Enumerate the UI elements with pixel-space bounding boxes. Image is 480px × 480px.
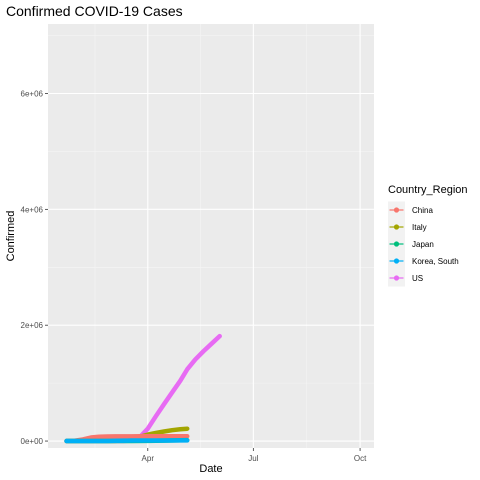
legend-items: China Italy Japan Korea, South US bbox=[388, 201, 459, 287]
series-line-korea-south bbox=[64, 438, 190, 444]
legend-key-point bbox=[393, 224, 400, 230]
legend: Country_Region China Italy Japan Korea, Sou… bbox=[388, 184, 468, 287]
legend-key-point bbox=[393, 241, 400, 247]
legend-item: Italy bbox=[388, 218, 427, 236]
legend-key-point bbox=[393, 207, 400, 213]
legend-label: US bbox=[412, 274, 423, 283]
legend-item: Korea, South bbox=[388, 252, 459, 270]
legend-title: Country_Region bbox=[388, 184, 468, 196]
series-line-china bbox=[64, 433, 190, 444]
y-tick-label: 2e+06 bbox=[21, 321, 44, 330]
x-axis-ticks: Apr Jul Oct bbox=[142, 448, 367, 463]
legend-key-point bbox=[393, 275, 400, 281]
legend-label: Korea, South bbox=[412, 257, 459, 266]
legend-item: China bbox=[388, 201, 433, 219]
legend-key-point bbox=[393, 258, 400, 264]
y-tick-label: 4e+06 bbox=[21, 205, 44, 214]
chart-title: Confirmed COVID-19 Cases bbox=[6, 3, 183, 19]
x-tick-label: Oct bbox=[354, 454, 367, 463]
x-tick-label: Jul bbox=[248, 454, 258, 463]
gridlines bbox=[48, 24, 374, 448]
legend-label: China bbox=[412, 206, 433, 215]
legend-item: US bbox=[388, 269, 423, 287]
legend-item: Japan bbox=[388, 235, 434, 253]
y-axis-ticks: 0e+00 2e+06 4e+06 6e+06 bbox=[21, 90, 48, 446]
legend-label: Italy bbox=[412, 223, 427, 232]
plot-panel bbox=[48, 24, 374, 448]
series-lines bbox=[64, 333, 222, 444]
legend-label: Japan bbox=[412, 240, 434, 249]
x-tick-label: Apr bbox=[142, 454, 155, 463]
y-tick-label: 6e+06 bbox=[21, 90, 44, 99]
y-axis-title: Confirmed bbox=[5, 211, 17, 262]
x-axis-title: Date bbox=[199, 463, 222, 475]
y-tick-label: 0e+00 bbox=[21, 437, 44, 446]
